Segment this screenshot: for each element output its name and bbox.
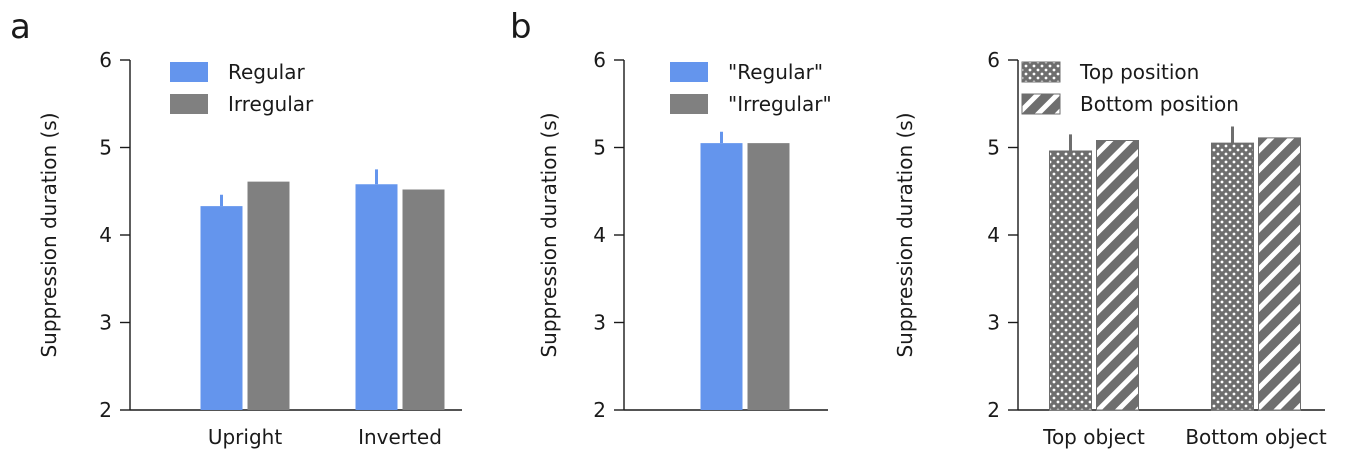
bar	[1049, 150, 1092, 411]
x-category-label: Inverted	[358, 425, 442, 449]
y-tick-label: 3	[99, 311, 112, 335]
y-tick-label: 2	[99, 398, 112, 422]
x-category-label: Bottom object	[1185, 425, 1327, 449]
y-tick-label: 6	[99, 48, 112, 72]
panel-letter-b: b	[510, 7, 532, 47]
y-tick-label: 4	[987, 223, 1000, 247]
y-tick-label: 6	[987, 48, 1000, 72]
y-tick-label: 3	[987, 311, 1000, 335]
bar	[402, 189, 445, 410]
chart-panel-b-right: 2 3 4 5 6 Suppression duration (s) Top object B…	[893, 48, 1327, 449]
x-category-label: Upright	[208, 425, 282, 449]
legend-swatch	[670, 94, 708, 114]
legend-swatch	[1021, 93, 1061, 115]
x-category-label: Top object	[1042, 425, 1145, 449]
bar	[700, 143, 743, 410]
y-tick-label: 5	[593, 136, 606, 160]
legend-label: "Irregular"	[728, 92, 832, 116]
chart-panel-b-left: 2 3 4 5 6 Suppression duration (s) "Regular" "I…	[537, 48, 832, 422]
y-tick-label: 5	[987, 136, 1000, 160]
legend-swatch	[670, 62, 708, 82]
legend-label: Bottom position	[1080, 92, 1239, 116]
legend-label: "Regular"	[728, 60, 823, 84]
y-tick-label: 4	[593, 223, 606, 247]
legend-swatch	[1021, 61, 1061, 83]
y-axis-label: Suppression duration (s)	[37, 112, 61, 357]
y-tick-label: 4	[99, 223, 112, 247]
y-tick-label: 5	[99, 136, 112, 160]
legend-swatch	[170, 62, 208, 82]
legend-label: Regular	[228, 60, 305, 84]
y-axis-label: Suppression duration (s)	[893, 112, 917, 357]
bar	[355, 184, 398, 410]
bar	[1211, 142, 1254, 411]
legend-swatch	[170, 94, 208, 114]
y-tick-label: 3	[593, 311, 606, 335]
y-axis-label: Suppression duration (s)	[537, 112, 561, 357]
bar	[1258, 137, 1301, 411]
y-tick-label: 2	[987, 398, 1000, 422]
panel-letter-a: a	[10, 7, 31, 47]
y-tick-label: 6	[593, 48, 606, 72]
legend-label: Top position	[1079, 60, 1199, 84]
chart-panel-a: 2 3 4 5 6 Suppression duration (s) Upright Inve…	[37, 48, 462, 449]
bar	[747, 143, 790, 410]
legend-label: Irregular	[228, 92, 314, 116]
bar	[1096, 140, 1139, 411]
y-tick-label: 2	[593, 398, 606, 422]
bar	[200, 206, 243, 410]
bar	[247, 181, 290, 410]
